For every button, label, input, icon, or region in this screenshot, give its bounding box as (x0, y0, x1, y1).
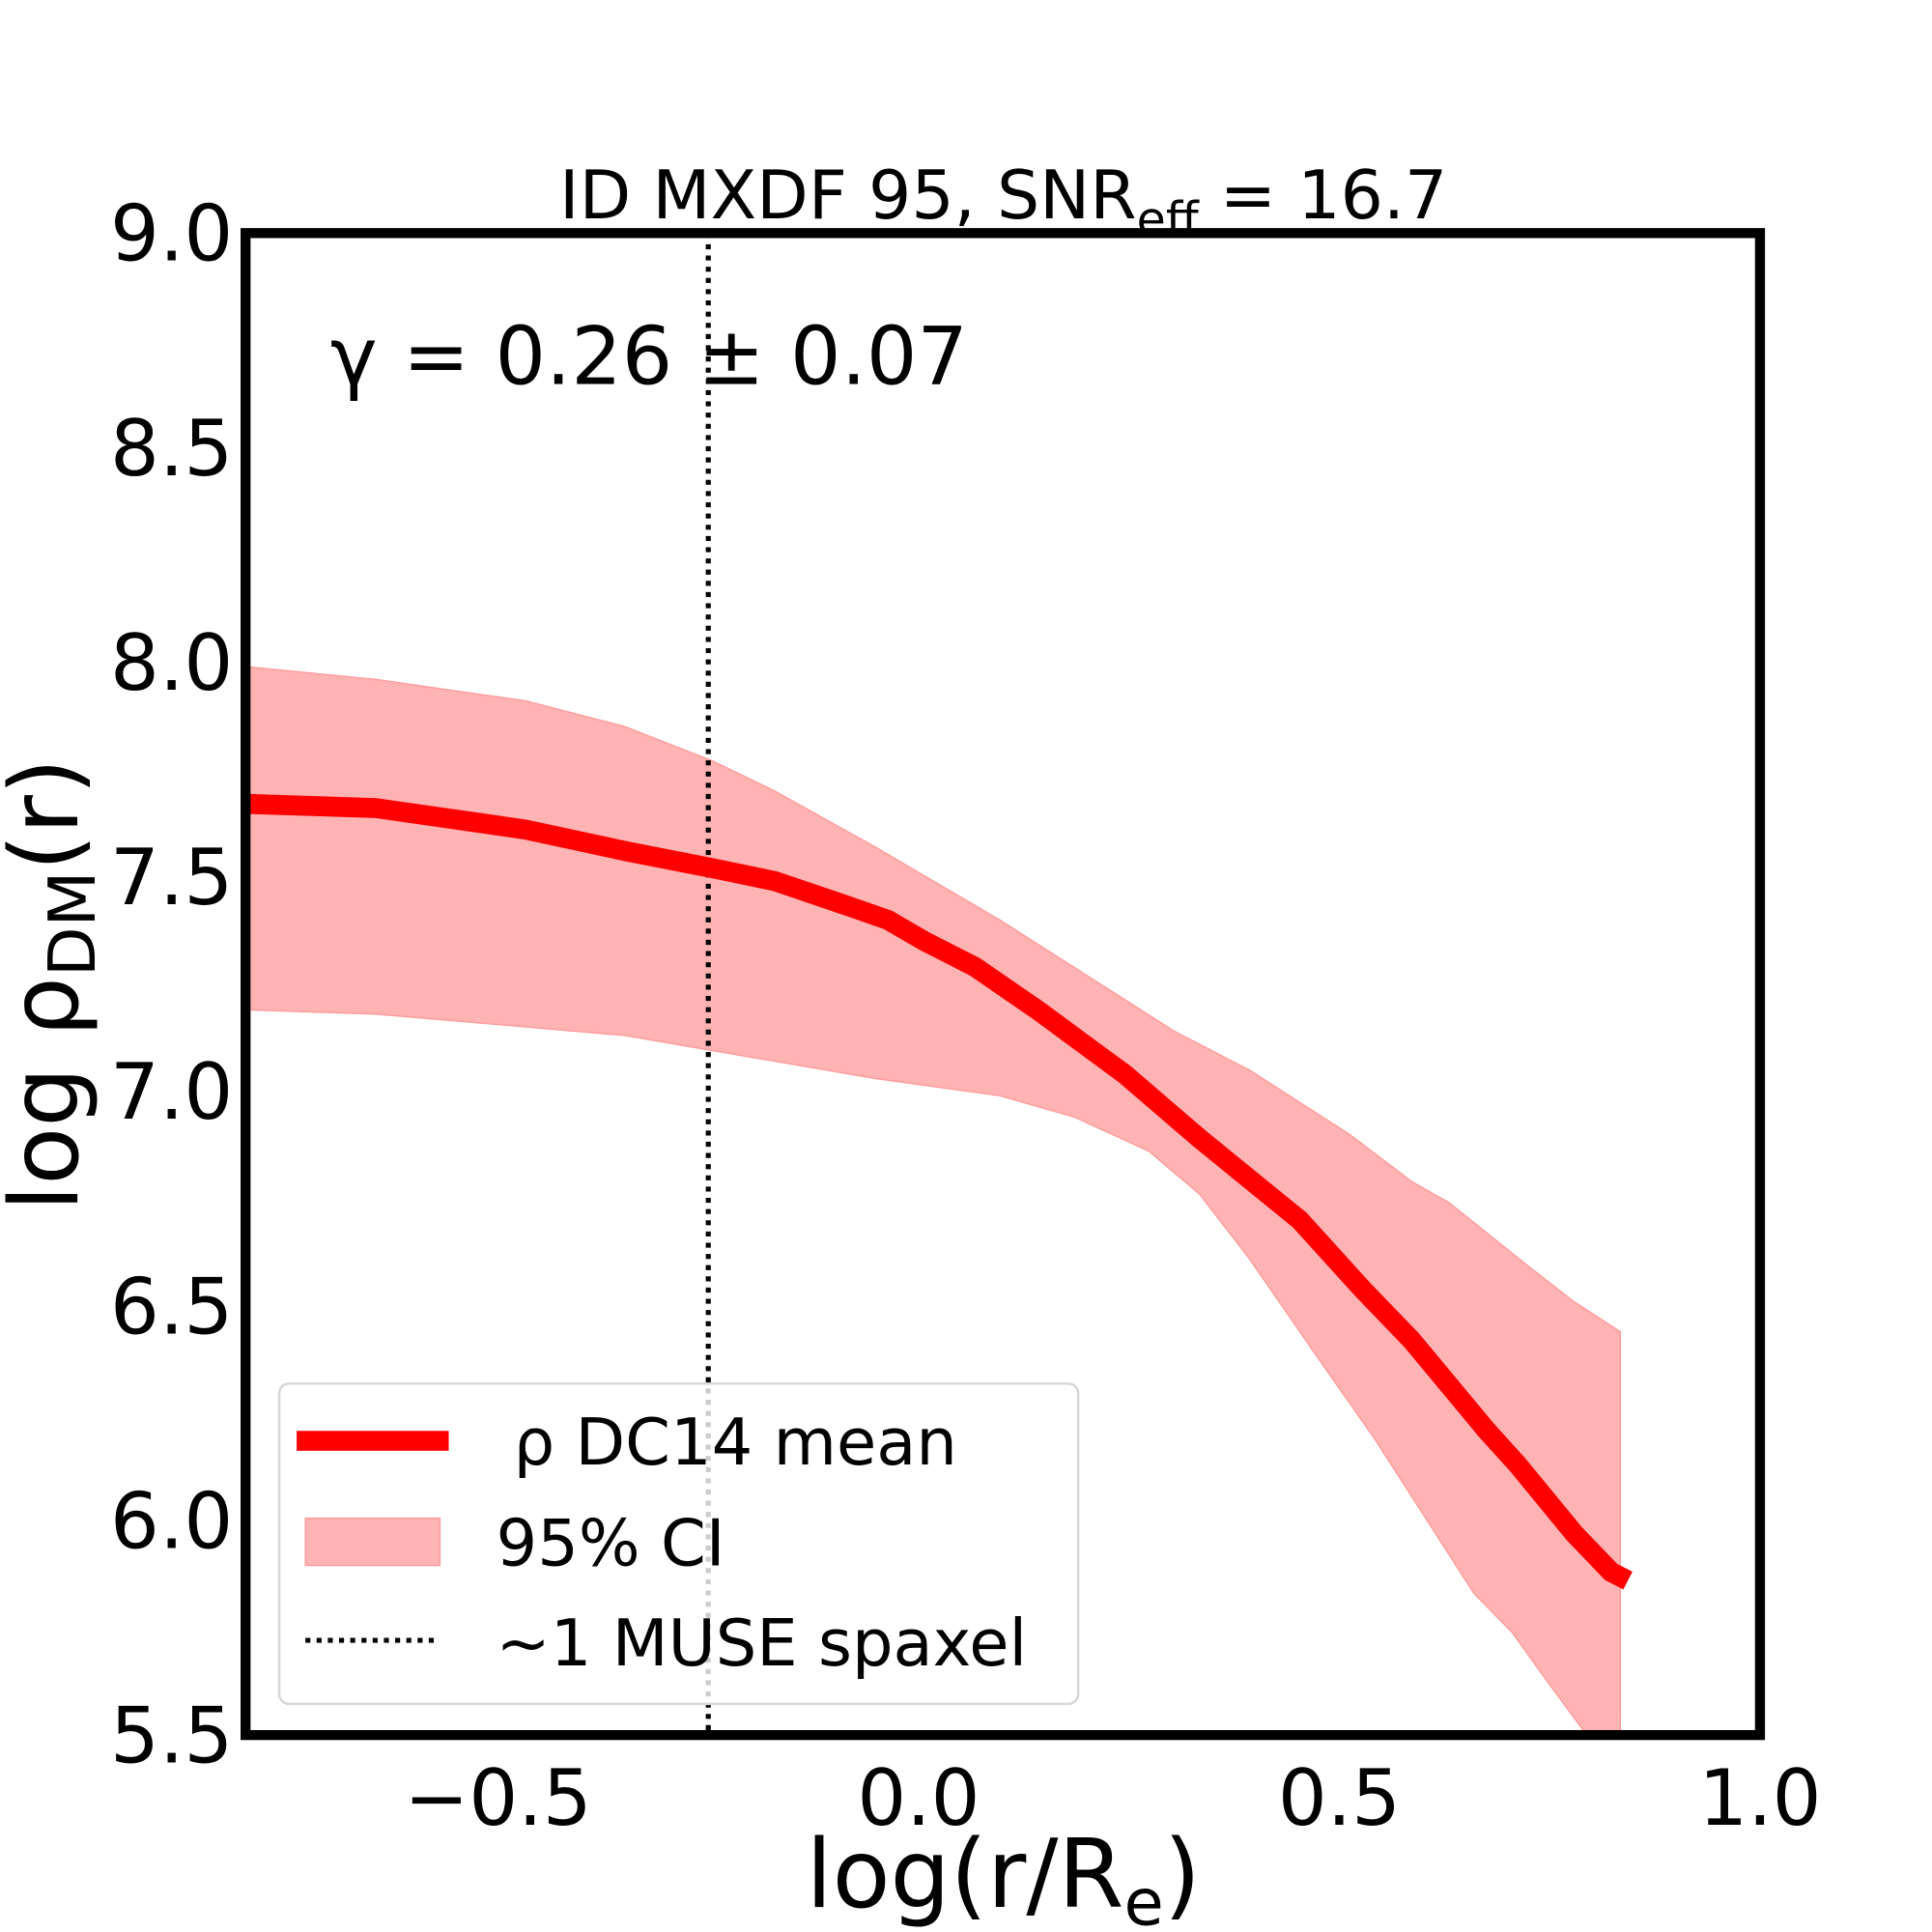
x-tick-label: −0.5 (404, 1753, 591, 1843)
axes-frame (241, 228, 1766, 1741)
x-tick-label: 0.0 (857, 1753, 980, 1843)
mean-curve (245, 793, 1633, 1590)
legend-vline-label: ~1 MUSE spaxel (497, 1605, 1028, 1681)
chart-title: ID MXDF 95, SNReff = 16.7 (559, 156, 1447, 247)
gamma-annotation: γ = 0.26 ± 0.07 (330, 310, 968, 403)
plot-area (245, 233, 1633, 1736)
legend: ρ DC14 mean 95% CI ~1 MUSE spaxel (277, 1381, 1080, 1706)
y-ticks: 5.5 6.0 6.5 7.0 7.5 8.0 8.5 9.0 (110, 189, 233, 1781)
y-tick-label: 6.5 (110, 1262, 233, 1351)
y-tick-label: 7.5 (110, 833, 233, 923)
x-tick-label: 0.5 (1278, 1753, 1401, 1843)
y-tick-label: 5.5 (110, 1691, 233, 1781)
x-tick-label: 1.0 (1698, 1753, 1821, 1843)
y-tick-label: 7.0 (110, 1047, 233, 1137)
x-ticks: −0.5 0.0 0.5 1.0 (404, 1753, 1821, 1843)
y-tick-label: 8.5 (110, 404, 233, 494)
legend-band-swatch (304, 1517, 441, 1567)
legend-band-label: 95% CI (497, 1506, 725, 1581)
legend-box (277, 1381, 1080, 1706)
ci-band (245, 666, 1621, 1736)
x-axis-label: log(r/Re) (806, 1820, 1201, 1932)
plot-clip-group (245, 233, 1633, 1736)
y-tick-label: 6.0 (110, 1476, 233, 1566)
y-axis-label: log ρDM(r) (0, 758, 110, 1211)
y-tick-label: 8.0 (110, 618, 233, 708)
legend-mean-label: ρ DC14 mean (514, 1405, 957, 1480)
axes-border (241, 228, 1766, 1741)
y-tick-label: 9.0 (110, 189, 233, 279)
